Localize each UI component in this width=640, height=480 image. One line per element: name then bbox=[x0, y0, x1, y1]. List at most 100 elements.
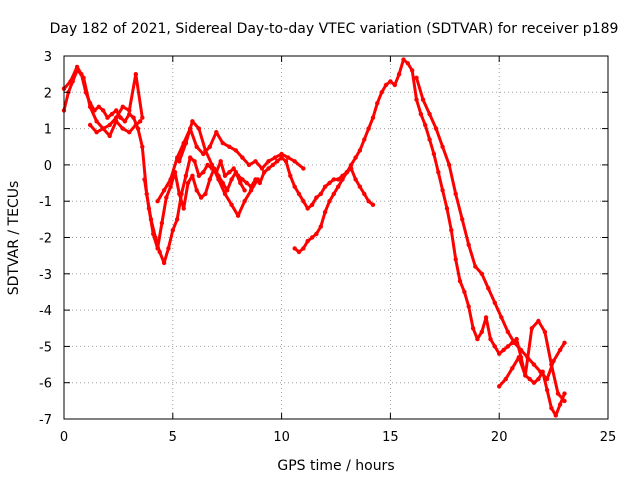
data-point bbox=[516, 355, 521, 360]
data-point bbox=[549, 405, 554, 411]
x-tick-label: 5 bbox=[169, 430, 177, 445]
data-point bbox=[427, 137, 432, 142]
series-sdtvar bbox=[61, 57, 567, 418]
data-point bbox=[388, 79, 393, 84]
data-point bbox=[331, 191, 336, 197]
data-point bbox=[549, 362, 554, 367]
data-point bbox=[305, 206, 310, 211]
data-point bbox=[170, 228, 175, 233]
data-point bbox=[168, 184, 173, 189]
data-point bbox=[375, 101, 380, 106]
y-tick-label: -7 bbox=[39, 413, 52, 428]
data-point bbox=[196, 173, 202, 178]
data-point bbox=[133, 72, 138, 77]
data-point bbox=[242, 199, 247, 204]
data-point bbox=[488, 336, 493, 342]
data-point bbox=[246, 162, 252, 168]
data-point bbox=[283, 159, 289, 164]
data-point bbox=[555, 391, 561, 396]
data-point bbox=[544, 376, 550, 382]
data-point bbox=[523, 373, 528, 378]
data-point bbox=[248, 188, 254, 193]
data-point bbox=[479, 271, 484, 276]
data-point bbox=[427, 111, 432, 117]
data-point bbox=[418, 111, 424, 117]
data-point bbox=[309, 202, 315, 207]
data-point bbox=[188, 155, 193, 160]
data-point bbox=[503, 376, 508, 382]
data-point bbox=[318, 191, 323, 197]
y-tick-label: -2 bbox=[39, 232, 52, 247]
data-point bbox=[177, 191, 182, 197]
data-point bbox=[322, 184, 328, 189]
data-point bbox=[301, 199, 306, 204]
data-point bbox=[562, 398, 567, 404]
data-point bbox=[292, 159, 297, 164]
data-point bbox=[183, 140, 189, 146]
data-point bbox=[109, 111, 115, 117]
data-point bbox=[392, 82, 397, 88]
data-point bbox=[257, 180, 262, 186]
data-point bbox=[353, 177, 358, 182]
data-point bbox=[336, 184, 341, 189]
data-point bbox=[492, 300, 497, 305]
data-point bbox=[462, 289, 467, 295]
y-tick-label: -6 bbox=[39, 377, 52, 392]
data-point bbox=[362, 191, 367, 197]
data-point bbox=[497, 384, 502, 389]
data-point bbox=[275, 159, 280, 164]
data-point bbox=[220, 140, 225, 146]
data-point bbox=[190, 173, 195, 178]
data-point bbox=[512, 340, 517, 345]
data-point bbox=[205, 162, 210, 168]
data-point bbox=[529, 326, 534, 331]
data-point bbox=[203, 148, 208, 153]
data-point bbox=[231, 166, 236, 171]
data-point bbox=[207, 144, 212, 149]
y-tick-label: 1 bbox=[44, 123, 52, 138]
data-point bbox=[168, 177, 173, 182]
data-point bbox=[460, 217, 465, 222]
data-point bbox=[518, 347, 524, 353]
data-point bbox=[405, 61, 410, 66]
data-point bbox=[105, 115, 110, 120]
data-point bbox=[331, 177, 336, 182]
data-point bbox=[401, 57, 406, 62]
data-point bbox=[314, 195, 319, 200]
y-tick-label: -1 bbox=[39, 195, 52, 210]
data-point bbox=[135, 126, 141, 131]
data-point bbox=[366, 199, 371, 204]
data-point bbox=[209, 162, 215, 168]
data-point bbox=[396, 72, 402, 77]
data-point bbox=[81, 75, 86, 81]
data-point bbox=[161, 260, 167, 266]
data-point bbox=[497, 351, 502, 356]
data-point bbox=[175, 155, 180, 160]
data-point bbox=[120, 104, 126, 110]
data-point bbox=[233, 148, 239, 153]
data-point bbox=[227, 170, 232, 175]
data-point bbox=[305, 238, 310, 244]
data-point bbox=[309, 235, 315, 240]
data-point bbox=[466, 304, 471, 309]
data-point bbox=[114, 115, 119, 120]
data-point bbox=[447, 162, 452, 168]
data-point bbox=[225, 188, 230, 193]
data-point bbox=[314, 231, 319, 237]
data-point bbox=[322, 209, 328, 215]
data-point bbox=[227, 144, 232, 149]
data-point bbox=[214, 130, 219, 135]
data-point bbox=[357, 184, 363, 189]
tick-layer: 0 5 10 15 20 25 -7 -6 -5 -4 -3 -2 -1 0 1 2 3 bbox=[39, 50, 616, 445]
data-point bbox=[190, 119, 195, 124]
data-point bbox=[349, 162, 354, 168]
data-point bbox=[198, 195, 204, 200]
data-point bbox=[196, 126, 202, 131]
chart-title: Day 182 of 2021, Sidereal Day-to-day VTE… bbox=[50, 21, 619, 37]
data-point bbox=[288, 173, 293, 178]
x-tick-label: 25 bbox=[600, 430, 617, 445]
data-point bbox=[440, 144, 445, 149]
data-point bbox=[238, 180, 243, 186]
data-point bbox=[142, 177, 147, 182]
